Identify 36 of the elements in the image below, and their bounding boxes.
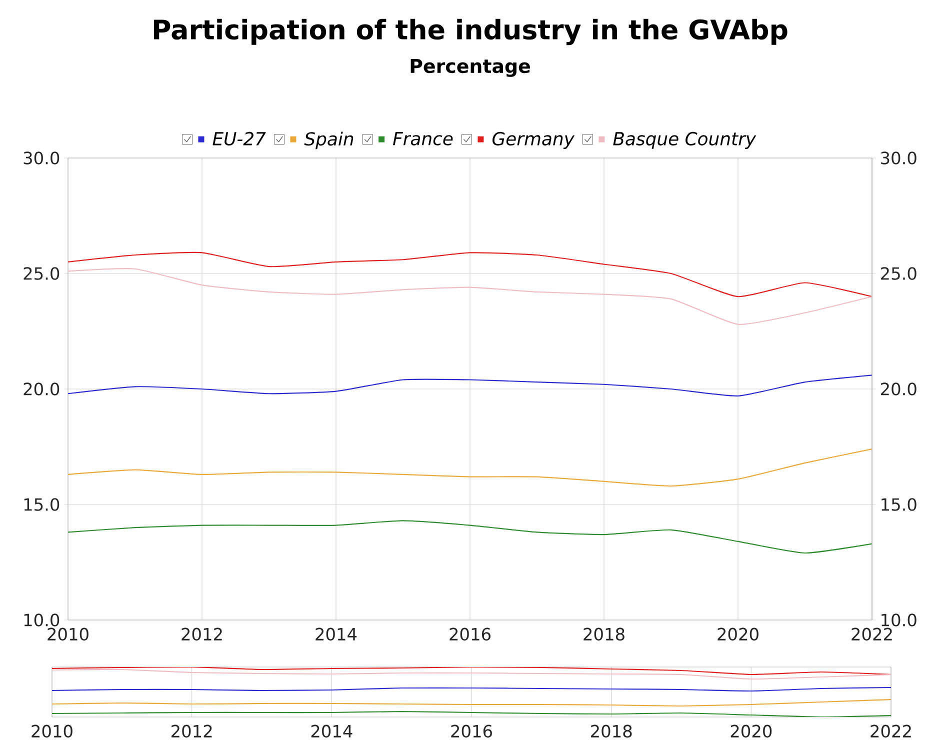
line-series <box>68 252 872 298</box>
y-tick-label: 20.0 <box>24 382 60 396</box>
y2-tick-label: 10.0 <box>882 614 916 626</box>
x-tick-label: 2012 <box>182 628 222 641</box>
chart-subtitle: Percentage <box>410 59 530 77</box>
x-tick-label: 2010 <box>48 628 88 641</box>
legend-label: EU-27 <box>212 132 266 146</box>
y2-tick-label: 15.0 <box>882 498 916 511</box>
x-tick-label: 2010 <box>32 724 72 738</box>
y2-tick-label: 25.0 <box>881 267 916 280</box>
y-tick-label: 25.0 <box>24 267 60 280</box>
x-tick-label: 2016 <box>451 724 492 738</box>
line-series <box>68 520 872 554</box>
x-tick-label: 2020 <box>718 628 758 641</box>
y-tick-label: 10.0 <box>24 614 60 626</box>
legend-label: Spain <box>304 132 354 150</box>
x-tick-label: 2012 <box>172 724 212 738</box>
x-tick-label: 2018 <box>591 724 632 738</box>
y2-tick-label: 30.0 <box>881 152 916 164</box>
line-series <box>68 268 872 325</box>
x-tick-label: 2014 <box>311 724 352 738</box>
x-tick-label: 2020 <box>730 724 772 738</box>
chart-title: Participation of the industry in the GVAbp <box>154 18 788 46</box>
legend-label: France <box>393 132 453 146</box>
x-tick-label: 2018 <box>584 628 624 641</box>
legend-label: Basque Country <box>613 132 756 149</box>
x-tick-label: 2014 <box>316 628 357 641</box>
line-series <box>68 448 872 487</box>
x-tick-label: 2016 <box>450 628 490 641</box>
x-tick-label: 2022 <box>870 724 911 738</box>
x-tick-label: 2022 <box>852 628 892 641</box>
y2-tick-label: 20.0 <box>881 382 916 396</box>
line-series <box>68 374 872 396</box>
legend-label: Germany <box>492 132 575 149</box>
y-tick-label: 30.0 <box>24 152 60 164</box>
y-tick-label: 15.0 <box>24 498 60 511</box>
